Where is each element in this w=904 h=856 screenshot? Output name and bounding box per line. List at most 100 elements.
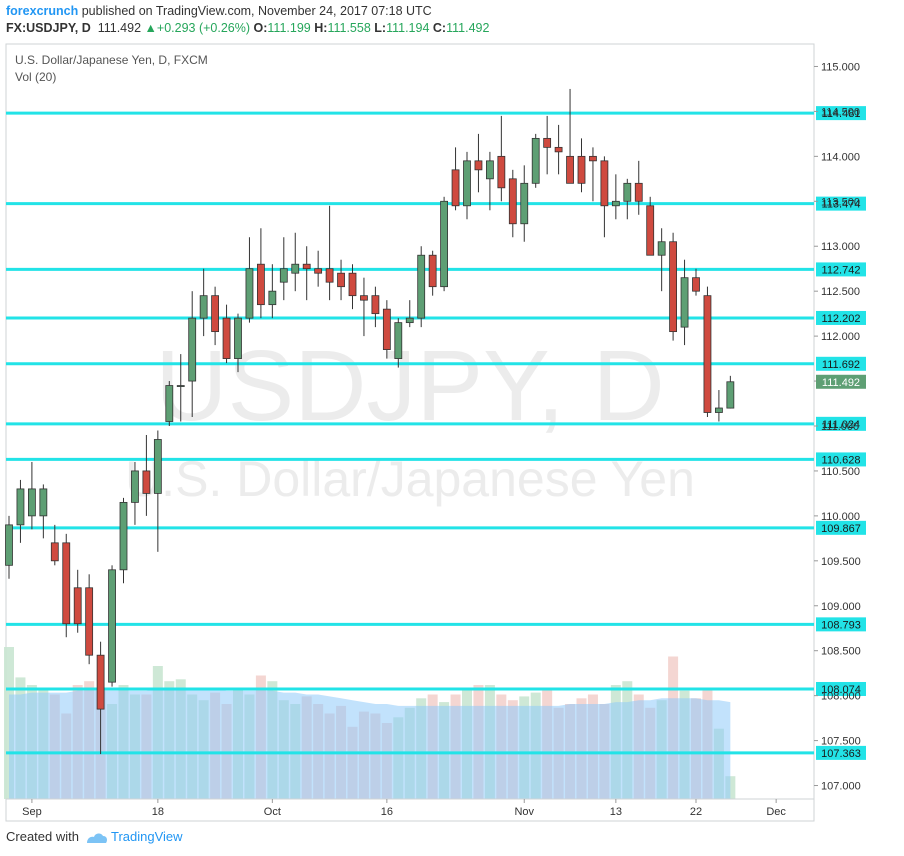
author-name[interactable]: forexcrunch bbox=[6, 4, 79, 18]
candle-body bbox=[234, 317, 242, 359]
candle[interactable] bbox=[451, 147, 460, 211]
candle[interactable] bbox=[325, 205, 334, 301]
high-label: H: bbox=[314, 21, 328, 35]
tradingview-brand[interactable]: TradingView bbox=[110, 829, 183, 844]
candle[interactable] bbox=[199, 268, 208, 337]
candle[interactable] bbox=[623, 178, 632, 220]
y-tick-label: 110.500 bbox=[821, 466, 860, 478]
support-resistance-lines[interactable]: 114.481 113.474 112.742 112.202 111.692 111.0… bbox=[6, 106, 866, 760]
low-label: L: bbox=[374, 21, 387, 35]
volume-legend[interactable]: Vol (20) bbox=[15, 70, 56, 84]
candle[interactable] bbox=[131, 461, 139, 525]
candle[interactable] bbox=[211, 286, 220, 346]
level-label-bg bbox=[816, 310, 866, 325]
candle-body bbox=[165, 385, 174, 422]
candle[interactable] bbox=[73, 569, 82, 633]
candle[interactable] bbox=[256, 228, 265, 319]
level-label: 107.363 bbox=[821, 748, 861, 760]
candle[interactable] bbox=[188, 291, 197, 418]
level-label: 109.867 bbox=[821, 523, 861, 535]
candle[interactable] bbox=[680, 259, 689, 346]
series-legend[interactable]: U.S. Dollar/Japanese Yen, D, FXCM bbox=[15, 53, 208, 67]
candle[interactable] bbox=[302, 246, 311, 301]
candle[interactable] bbox=[634, 160, 643, 215]
candlestick-series[interactable] bbox=[5, 88, 735, 755]
candle-body bbox=[428, 254, 437, 288]
candle-body bbox=[348, 272, 357, 297]
candle[interactable] bbox=[27, 461, 36, 530]
candle[interactable] bbox=[417, 246, 426, 328]
candle[interactable] bbox=[703, 286, 712, 418]
candle[interactable] bbox=[108, 565, 116, 687]
candle[interactable] bbox=[611, 174, 620, 220]
y-tick-label: 107.000 bbox=[821, 781, 861, 793]
candle[interactable] bbox=[474, 133, 483, 193]
candle[interactable] bbox=[600, 156, 609, 238]
candle[interactable] bbox=[360, 277, 368, 337]
candle[interactable] bbox=[428, 250, 437, 296]
y-tick-label: 114.000 bbox=[821, 151, 860, 163]
candle[interactable] bbox=[508, 169, 517, 238]
candle[interactable] bbox=[291, 232, 300, 292]
level-label-bg bbox=[816, 452, 866, 467]
low-value: 111.194 bbox=[386, 21, 430, 35]
candle[interactable] bbox=[314, 250, 323, 287]
candle[interactable] bbox=[394, 318, 403, 368]
candle[interactable] bbox=[726, 375, 735, 409]
candle[interactable] bbox=[279, 237, 288, 301]
last-price-label-bg bbox=[816, 374, 866, 389]
candle[interactable] bbox=[245, 237, 254, 323]
candle[interactable] bbox=[463, 151, 471, 220]
candle[interactable] bbox=[268, 264, 277, 319]
candle-body bbox=[611, 200, 620, 207]
candle[interactable] bbox=[50, 524, 59, 566]
candle-body bbox=[371, 295, 380, 315]
candle[interactable] bbox=[554, 124, 563, 175]
candle[interactable] bbox=[497, 115, 506, 202]
candle-body bbox=[474, 160, 483, 171]
candle-body bbox=[600, 160, 609, 207]
candle-body bbox=[211, 295, 220, 333]
candle[interactable] bbox=[382, 300, 391, 359]
candle[interactable] bbox=[669, 232, 677, 341]
candle[interactable] bbox=[520, 165, 529, 242]
candle[interactable] bbox=[405, 300, 414, 328]
candle[interactable] bbox=[222, 304, 231, 364]
candle[interactable] bbox=[657, 228, 666, 292]
candle[interactable] bbox=[234, 313, 242, 373]
x-tick-label: Dec bbox=[766, 806, 786, 818]
x-tick-label: Sep bbox=[22, 806, 42, 818]
candle[interactable] bbox=[543, 115, 552, 175]
candle[interactable] bbox=[589, 147, 597, 202]
candle[interactable] bbox=[440, 196, 449, 292]
candle[interactable] bbox=[715, 390, 723, 422]
candle[interactable] bbox=[62, 533, 71, 638]
candle[interactable] bbox=[165, 381, 174, 426]
candle[interactable] bbox=[337, 259, 345, 301]
candle[interactable] bbox=[85, 574, 94, 665]
candle[interactable] bbox=[348, 264, 357, 310]
candle-body bbox=[382, 308, 391, 350]
candle[interactable] bbox=[176, 354, 185, 422]
candle[interactable] bbox=[16, 479, 25, 543]
candle[interactable] bbox=[692, 268, 700, 296]
candle[interactable] bbox=[5, 515, 13, 579]
candle[interactable] bbox=[566, 88, 574, 184]
time-axis[interactable]: Sep 18 Oct 16 Nov 13 22 Dec bbox=[6, 798, 814, 818]
candle-body bbox=[142, 470, 151, 494]
candle[interactable] bbox=[96, 641, 105, 755]
candle[interactable] bbox=[142, 434, 151, 516]
candle[interactable] bbox=[153, 430, 162, 552]
candle-body bbox=[485, 160, 494, 180]
candle[interactable] bbox=[39, 484, 48, 539]
candle[interactable] bbox=[531, 133, 540, 188]
candle[interactable] bbox=[577, 138, 586, 193]
candle-body bbox=[199, 295, 208, 319]
candle[interactable] bbox=[485, 151, 494, 211]
candle-body bbox=[543, 137, 552, 148]
price-axis[interactable]: 115.000 114.500 114.000 113.500 113.000 112.5… bbox=[814, 61, 866, 793]
candle[interactable] bbox=[646, 196, 655, 256]
candle[interactable] bbox=[371, 286, 380, 328]
candle[interactable] bbox=[119, 497, 128, 584]
